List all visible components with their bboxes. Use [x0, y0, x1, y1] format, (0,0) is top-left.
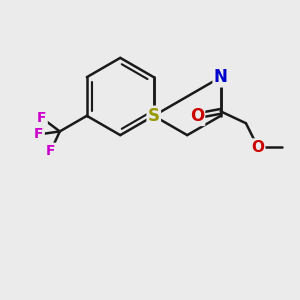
Text: F: F	[46, 144, 56, 158]
Text: S: S	[148, 107, 160, 125]
Text: F: F	[34, 128, 44, 141]
Text: F: F	[37, 111, 47, 125]
Text: O: O	[251, 140, 264, 154]
Text: O: O	[190, 107, 204, 125]
Text: N: N	[214, 68, 228, 86]
